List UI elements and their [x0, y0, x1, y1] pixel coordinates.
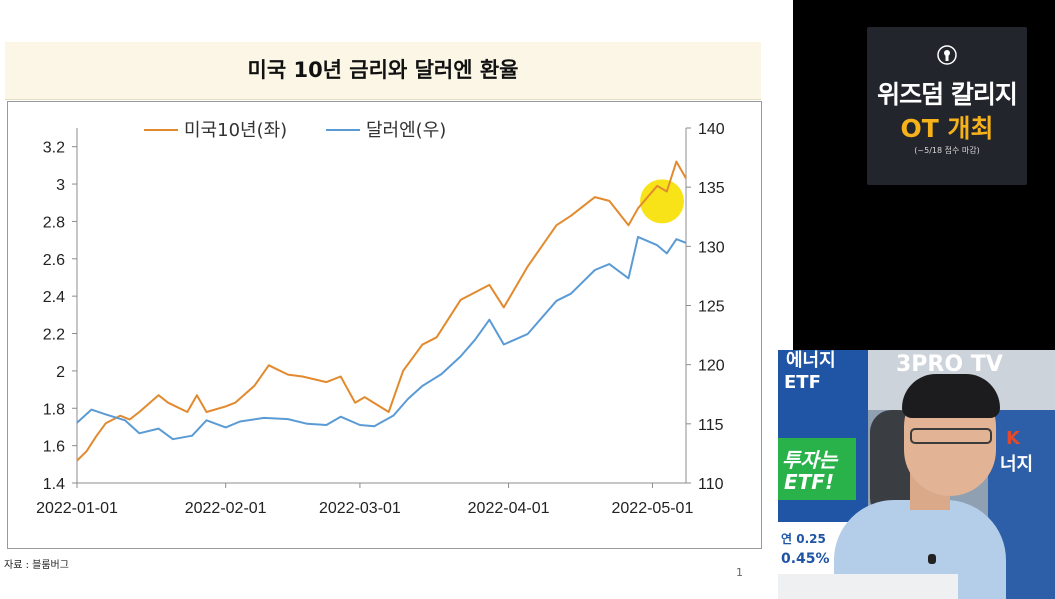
series-line-2 [76, 235, 687, 441]
x-tick-label: 2022-02-01 [185, 500, 267, 517]
right-tick-label: 110 [698, 476, 724, 493]
chart-frame: 1.4 1.6 1.8 2 2.2 2.4 2.6 2.8 3 3.2 110 115 120 125 13… [7, 101, 762, 549]
presenter-hair [902, 374, 1000, 418]
promo-subtitle: OT 개최 [900, 114, 994, 143]
x-tick-label: 2022-05-01 [612, 500, 694, 517]
right-sign-a: K [1006, 428, 1020, 449]
promo-deadline: (~5/18 접수 마감) [914, 146, 980, 155]
promo-title: 위즈덤 칼리지 [877, 80, 1018, 109]
left-tick-label: 3.2 [43, 140, 65, 157]
microphone-icon [928, 554, 936, 564]
left-tick-label: 1.8 [43, 401, 65, 418]
legend-label-2: 달러엔(우) [366, 120, 446, 141]
right-tick-label: 120 [698, 358, 725, 375]
banner-text-3: 투자는 [782, 448, 838, 472]
left-tick-label: 3 [56, 177, 65, 194]
page-number: 1 [736, 566, 743, 579]
promo-banner[interactable]: 위즈덤 칼리지 OT 개최 (~5/18 접수 마감) [867, 27, 1027, 185]
chart-title: 미국 10년 금리와 달러엔 환율 [247, 58, 519, 82]
highlight-marker [640, 179, 685, 224]
x-tick-label: 2022-04-01 [468, 500, 550, 517]
left-tick-label: 1.6 [43, 439, 65, 456]
left-tick-label: 2.6 [43, 252, 65, 269]
x-tick-label: 2022-03-01 [319, 500, 401, 517]
left-tick-label: 1.4 [43, 476, 65, 493]
left-tick-label: 2.8 [43, 214, 65, 231]
laurel-emblem-icon [937, 45, 957, 65]
right-tick-label: 135 [698, 180, 725, 197]
left-tick-label: 2 [56, 364, 65, 381]
banner-rate: 연 0.25 [781, 532, 826, 546]
banner-green-box [778, 438, 856, 500]
webcam-feed: 3PRO TV 에너지 ETF 투자는 ETF! 연 0.25 0.45% K … [778, 350, 1055, 599]
banner-text-1: 에너지 [786, 350, 836, 371]
left-tick-label: 2.2 [43, 327, 65, 344]
banner-text-4: ETF! [784, 470, 835, 494]
right-tick-label: 130 [698, 239, 725, 256]
right-tick-label: 125 [698, 299, 725, 316]
right-tick-label: 140 [698, 121, 725, 138]
source-note: 자료 : 블룸버그 [4, 560, 69, 571]
line-chart: 1.4 1.6 1.8 2 2.2 2.4 2.6 2.8 3 3.2 110 115 120 125 13… [36, 120, 725, 517]
right-sign-b: 너지 [1000, 454, 1034, 475]
series-line-1 [76, 160, 687, 462]
banner-pct: 0.45% [781, 551, 830, 567]
legend-label-1: 미국10년(좌) [184, 120, 287, 141]
right-tick-label: 115 [698, 417, 724, 434]
x-tick-label: 2022-01-01 [36, 500, 118, 517]
presentation-slide: 미국 10년 금리와 달러엔 환율 1.4 1.6 1.8 2 2.2 2.4 2.6 2.8… [4, 42, 762, 579]
left-tick-label: 2.4 [43, 289, 65, 306]
presenter-glasses [910, 428, 992, 444]
channel-sign: 3PRO TV [896, 352, 1003, 377]
desk [778, 574, 958, 599]
banner-text-2: ETF [784, 372, 821, 393]
title-band: 미국 10년 금리와 달러엔 환율 [5, 42, 761, 100]
